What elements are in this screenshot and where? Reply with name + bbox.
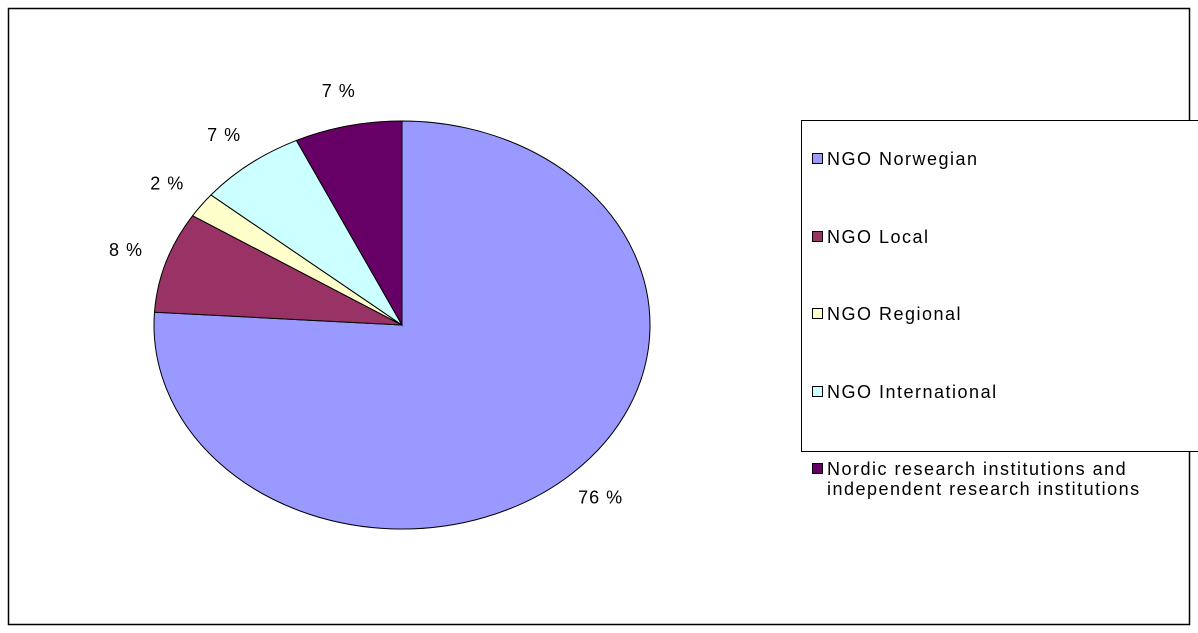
data-label: 7 % (322, 81, 356, 101)
legend-label: NGO International (827, 381, 998, 402)
data-label: 7 % (207, 125, 241, 145)
legend-label: NGO Regional (827, 304, 963, 324)
pie-slice (295, 120, 403, 327)
pie-slice (153, 215, 403, 326)
legend-label: Nordic research institutions and indepen… (827, 459, 1141, 499)
legend-swatch (812, 385, 823, 397)
legend-swatch (812, 230, 823, 242)
legend: NGO Norwegian NGO Local NGO Regional NGO In… (801, 120, 1198, 499)
data-label: 8 % (109, 240, 143, 260)
legend-swatch (812, 153, 823, 164)
data-label: 76 % (578, 488, 623, 508)
legend-label: NGO Norwegian (827, 149, 979, 169)
legend-swatch (812, 308, 823, 319)
pie-slice (210, 139, 403, 326)
legend-swatch (812, 463, 823, 474)
legend-label: NGO Local (827, 226, 930, 247)
data-label: 2 % (150, 173, 184, 193)
